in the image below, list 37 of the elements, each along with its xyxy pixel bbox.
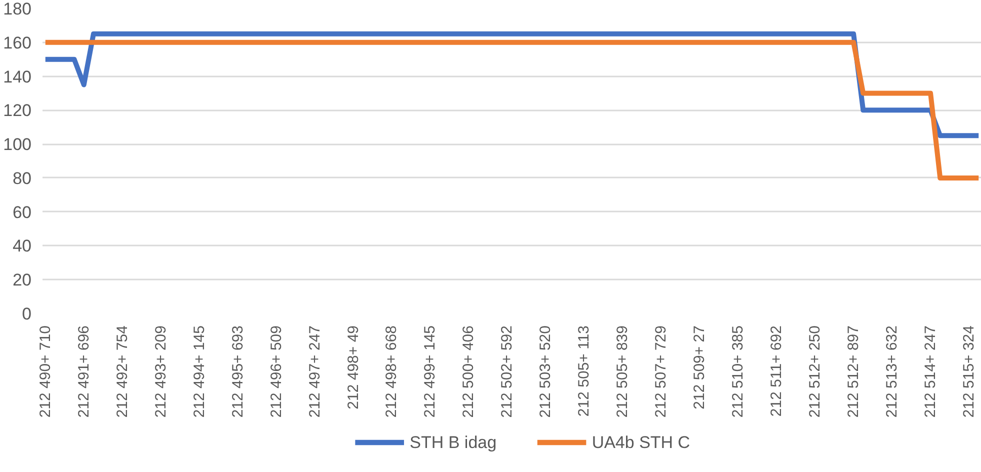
x-tick-label: 212 503+ 520 [537, 325, 554, 418]
x-tick-label: 212 494+ 145 [190, 325, 208, 418]
x-tick-label: 212 492+ 754 [114, 325, 131, 418]
legend-label: UA4b STH C [592, 433, 690, 452]
y-tick-label: 80 [12, 168, 32, 188]
x-tick-label: 212 505+ 113 [576, 326, 593, 417]
x-tick-label: 212 509+ 27 [691, 325, 708, 410]
x-tick-label: 212 491+ 696 [75, 325, 92, 418]
x-tick-label: 212 496+ 509 [268, 325, 285, 418]
x-tick-label: 212 493+ 209 [152, 325, 170, 418]
x-tick-label: 212 513+ 632 [884, 325, 901, 418]
y-tick-label: 40 [12, 236, 32, 256]
y-tick-label: 0 [22, 304, 32, 324]
x-tick-label: 212 507+ 729 [652, 325, 670, 418]
x-tick-label: 212 512+ 897 [845, 325, 862, 418]
x-tick-label: 212 510+ 385 [730, 325, 747, 418]
y-tick-label: 20 [12, 270, 32, 290]
legend-label: STH B idag [410, 433, 497, 452]
x-tick-label: 212 490+ 710 [36, 325, 54, 418]
y-tick-label: 160 [3, 33, 32, 52]
y-tick-label: 120 [3, 101, 32, 120]
y-tick-label: 60 [12, 202, 32, 222]
x-tick-label: 212 511+ 692 [768, 326, 786, 417]
x-tick-label: 212 495+ 693 [229, 325, 246, 418]
x-tick-label: 212 500+ 406 [460, 325, 478, 418]
y-tick-label: 180 [3, 0, 32, 18]
x-tick-label: 212 498+ 668 [383, 325, 400, 418]
x-tick-label: 212 514+ 247 [922, 325, 940, 418]
x-tick-label: 212 502+ 592 [498, 325, 516, 418]
x-tick-label: 212 515+ 324 [960, 325, 978, 418]
x-tick-label: 212 498+ 49 [344, 325, 362, 410]
x-tick-label: 212 499+ 145 [422, 325, 439, 418]
y-tick-label: 140 [3, 67, 32, 86]
x-tick-label: 212 512+ 250 [806, 325, 824, 418]
y-tick-label: 100 [3, 135, 32, 154]
x-tick-label: 212 505+ 839 [614, 325, 632, 418]
x-tick-label: 212 497+ 247 [306, 325, 324, 418]
